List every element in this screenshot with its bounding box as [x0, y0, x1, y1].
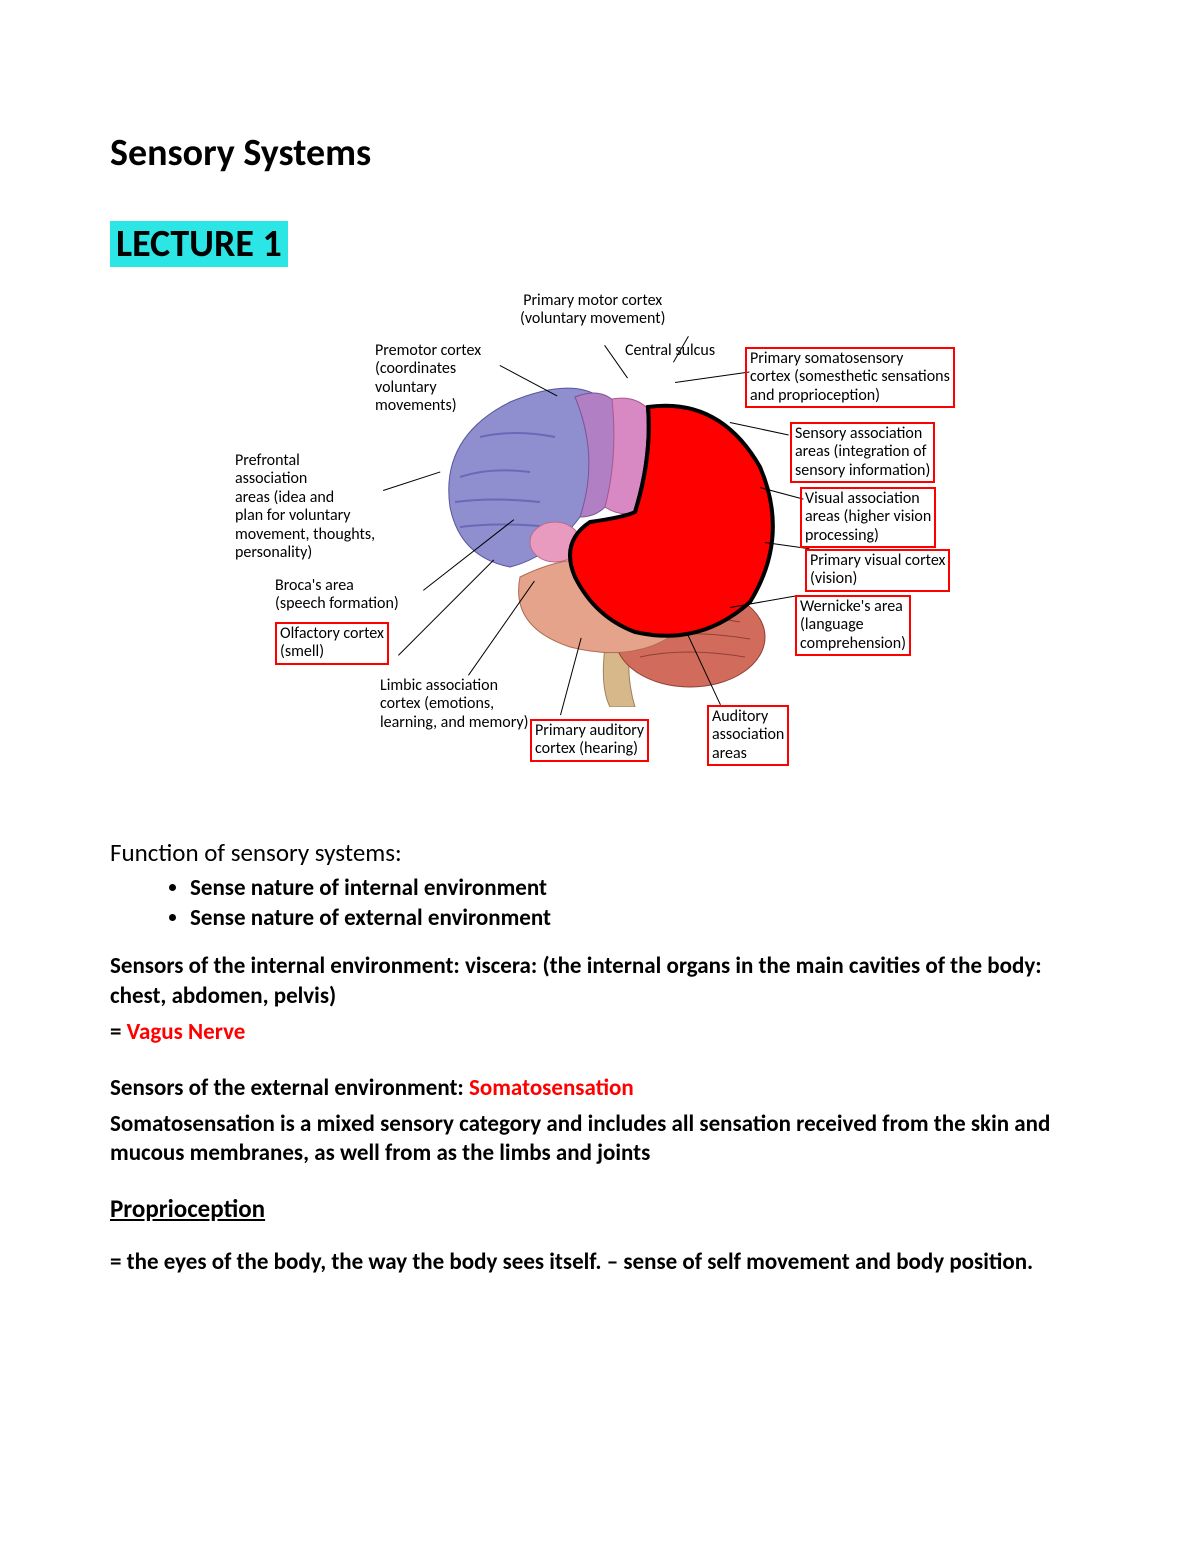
proprioception-def: = the eyes of the body, the way the body…: [110, 1248, 1090, 1278]
label-primary-somatosensory: Primary somatosensorycortex (somesthetic…: [745, 347, 955, 408]
external-sensors-prefix: Sensors of the external environment:: [110, 1074, 469, 1102]
label-premotor: Premotor cortex(coordinatesvoluntarymove…: [375, 342, 481, 416]
lecture-label: LECTURE 1: [110, 221, 288, 267]
label-limbic: Limbic associationcortex (emotions,learn…: [380, 677, 528, 732]
label-brocas: Broca's area(speech formation): [275, 577, 399, 614]
brain-diagram: Primary motor cortex(voluntary movement)…: [220, 287, 980, 797]
label-wernickes: Wernicke's area(languagecomprehension): [795, 595, 911, 656]
bullet-item: Sense nature of external environment: [190, 904, 1090, 932]
label-olfactory: Olfactory cortex(smell): [275, 622, 389, 665]
somatosensation-def-prefix: Somatosensation: [110, 1110, 275, 1138]
page-root: Sensory Systems LECTURE 1: [0, 0, 1200, 1344]
label-auditory-assoc: Auditoryassociationareas: [707, 705, 789, 766]
label-sensory-assoc: Sensory associationareas (integration of…: [790, 422, 935, 483]
internal-sensors-text: Sensors of the internal environment: vis…: [110, 952, 1090, 1012]
bullet-item: Sense nature of internal environment: [190, 874, 1090, 902]
label-prefrontal: Prefrontalassociationareas (idea andplan…: [235, 452, 375, 562]
somatosensation-word: Somatosensation: [469, 1074, 634, 1102]
proprioception-head: Proprioception: [110, 1193, 1090, 1224]
label-primary-visual: Primary visual cortex(vision): [805, 549, 950, 592]
label-central-sulcus: Central sulcus: [625, 342, 715, 360]
vagus-nerve: Vagus Nerve: [127, 1018, 246, 1046]
label-visual-assoc: Visual associationareas (higher visionpr…: [800, 487, 936, 548]
equals-prefix: =: [110, 1018, 127, 1046]
label-primary-auditory: Primary auditorycortex (hearing): [530, 719, 649, 762]
section-function-head: Function of sensory systems:: [110, 837, 1090, 868]
vagus-line: = Vagus Nerve: [110, 1018, 1090, 1048]
somatosensation-def: Somatosensation is a mixed sensory categ…: [110, 1110, 1090, 1170]
label-primary-motor: Primary motor cortex(voluntary movement): [520, 292, 665, 329]
page-title: Sensory Systems: [110, 130, 1090, 176]
external-sensors-line: Sensors of the external environment: Som…: [110, 1074, 1090, 1104]
function-bullets: Sense nature of internal environment Sen…: [110, 874, 1090, 932]
